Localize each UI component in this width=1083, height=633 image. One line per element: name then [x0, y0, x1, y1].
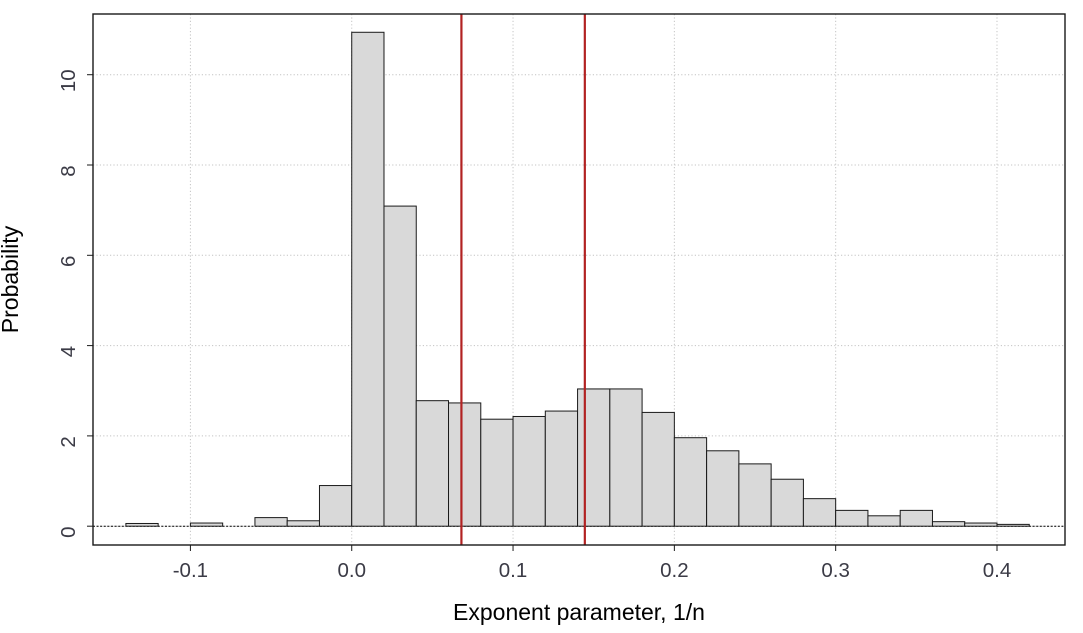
svg-text:0: 0 — [57, 526, 80, 537]
svg-text:Probability: Probability — [0, 225, 23, 333]
svg-text:-0.1: -0.1 — [173, 559, 208, 582]
svg-text:10: 10 — [57, 69, 80, 92]
svg-text:0.0: 0.0 — [337, 559, 366, 582]
svg-text:2: 2 — [57, 436, 80, 447]
svg-text:Exponent parameter, 1/n: Exponent parameter, 1/n — [453, 599, 705, 625]
svg-text:0.4: 0.4 — [983, 559, 1012, 582]
svg-text:0.3: 0.3 — [821, 559, 850, 582]
svg-text:0.1: 0.1 — [499, 559, 528, 582]
svg-text:8: 8 — [57, 165, 80, 176]
svg-text:0.2: 0.2 — [660, 559, 689, 582]
svg-text:4: 4 — [57, 346, 80, 357]
svg-text:6: 6 — [57, 256, 80, 267]
